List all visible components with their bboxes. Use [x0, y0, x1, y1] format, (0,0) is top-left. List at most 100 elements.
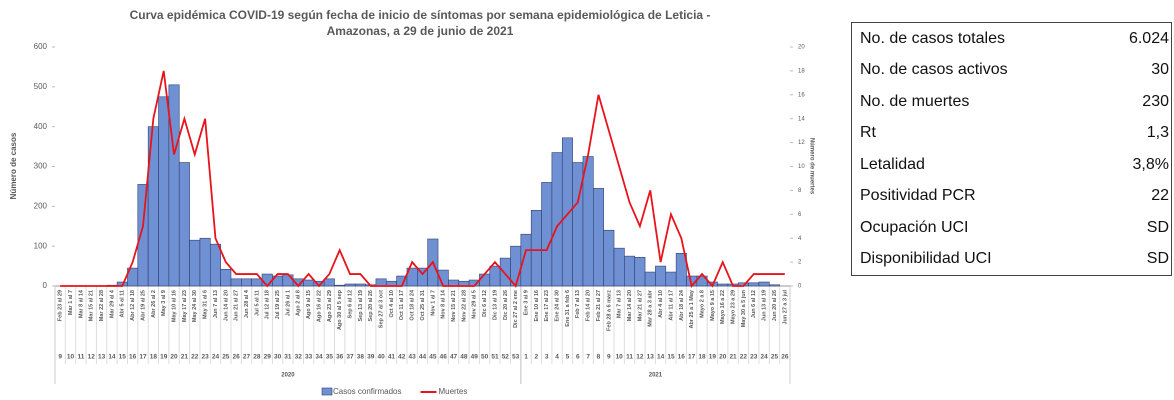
- x-week-label: 25: [222, 354, 230, 361]
- x-week-label: 27: [243, 354, 251, 361]
- x-week-label: 13: [647, 354, 655, 361]
- bar: [613, 247, 625, 287]
- x-week-label: 7: [586, 354, 590, 361]
- x-date-label: Abr 25 a 1 May: [689, 289, 695, 328]
- x-week-label: 8: [597, 354, 601, 361]
- table-row: Letalidad 3,8%: [852, 149, 1172, 181]
- x-date-label: Dic 27 al 2 ene: [513, 290, 519, 328]
- table-label: Rt: [860, 124, 876, 142]
- bar: [644, 271, 656, 287]
- x-date-label: Abr 5 al 11: [120, 290, 126, 318]
- x-week-label: 39: [367, 354, 375, 361]
- x-date-label: Jul 5 al 11: [254, 290, 260, 316]
- bar: [344, 283, 356, 287]
- legend-label: Muertes: [438, 387, 467, 396]
- x-date-label: May 31 al 6: [203, 290, 209, 319]
- x-date-label: Abr 19 al 25: [140, 290, 146, 321]
- y-tick-label: 100: [34, 241, 48, 250]
- bar: [551, 152, 563, 287]
- x-week-label: 17: [688, 354, 696, 361]
- x-date-label: Jun 14 al 20: [223, 290, 229, 321]
- group-label: 2021: [649, 373, 663, 379]
- table-row: No. de muertes 230: [852, 86, 1172, 118]
- x-week-label: 24: [212, 354, 220, 361]
- x-date-label: Sep 20 al 26: [368, 290, 374, 322]
- table-row: Rt 1,3: [852, 118, 1172, 150]
- x-week-label: 38: [357, 354, 365, 361]
- x-week-label: 36: [336, 354, 344, 361]
- x-date-label: Jul 19 al 25: [275, 290, 281, 319]
- x-date-label: Mar 8 al 14: [78, 289, 84, 318]
- x-week-label: 16: [129, 354, 137, 361]
- y2-tick-label: 18: [798, 68, 805, 74]
- y-tick-label: 600: [34, 42, 48, 51]
- x-week-label: 34: [315, 354, 323, 361]
- x-date-label: Ene 24 al 30: [555, 290, 561, 322]
- bar: [624, 255, 636, 287]
- bar: [220, 268, 232, 287]
- y2-tick-label: 14: [798, 116, 805, 122]
- x-date-label: Jun 7 al 13: [213, 290, 219, 318]
- bar: [209, 243, 221, 287]
- y-tick-label: 300: [34, 162, 48, 171]
- x-date-label: Jul 12 al 18: [265, 290, 271, 319]
- x-week-label: 33: [305, 354, 313, 361]
- x-date-label: Oct 18 al 24: [410, 289, 416, 321]
- x-date-label: Mar 28 a 3 abr: [648, 289, 654, 327]
- table-label: Ocupación UCI: [860, 218, 969, 236]
- table-value: 230: [1142, 92, 1169, 110]
- table-label: No. de casos activos: [860, 61, 1008, 79]
- x-week-label: 41: [388, 354, 396, 361]
- x-date-label: Ene 10 al 16: [534, 290, 540, 322]
- table-value: SD: [1146, 250, 1169, 268]
- x-date-label: Mar 14 al 20: [627, 290, 633, 321]
- x-date-label: May 3 al 9: [161, 290, 167, 316]
- x-week-label: 26: [781, 354, 789, 361]
- x-date-label: May 24 al 30: [192, 290, 198, 322]
- x-week-label: 23: [750, 354, 758, 361]
- x-date-label: Ene 31 a feb 6: [565, 290, 571, 327]
- table-row: Positividad PCR 22: [852, 181, 1172, 213]
- table-value: 6.024: [1128, 29, 1169, 47]
- group-label: 2020: [281, 373, 295, 379]
- x-week-label: 1: [524, 354, 528, 361]
- y2-tick-label: 6: [798, 212, 802, 218]
- x-date-label: Mar 1 al 7: [68, 290, 74, 315]
- x-date-label: Ago 23 al 29: [327, 290, 333, 322]
- table-label: No. de muertes: [860, 92, 970, 110]
- x-week-label: 48: [460, 354, 468, 361]
- bar: [655, 265, 667, 287]
- x-week-label: 6: [576, 354, 580, 361]
- x-date-label: Abr 11 al 17: [668, 290, 674, 321]
- x-week-label: 9: [607, 354, 611, 361]
- x-week-label: 35: [326, 354, 334, 361]
- bar: [489, 265, 501, 287]
- x-week-label: 28: [253, 354, 261, 361]
- y2-tick-label: 8: [798, 188, 802, 194]
- bar: [603, 229, 615, 287]
- x-week-label: 12: [636, 354, 644, 361]
- x-date-label: Mayo 16 a 22: [720, 290, 726, 324]
- x-week-label: 11: [77, 354, 84, 361]
- bar: [354, 283, 366, 287]
- x-week-label: 23: [201, 354, 209, 361]
- x-date-label: Nov 29 al 5: [472, 290, 478, 319]
- x-date-label: Ago 30 al 5 sep: [337, 289, 343, 330]
- x-week-label: 18: [150, 354, 158, 361]
- x-week-label: 14: [657, 354, 665, 361]
- x-date-label: Sep 27 al 3 oct: [379, 290, 385, 328]
- table-label: Disponibilidad UCI: [860, 250, 992, 268]
- x-date-label: Abr 18 al 24: [679, 289, 685, 321]
- x-week-label: 22: [191, 354, 199, 361]
- x-week-label: 46: [440, 354, 448, 361]
- bar: [582, 156, 594, 287]
- x-date-label: Mar 29 al 4: [109, 289, 115, 318]
- table-value: 22: [1151, 187, 1169, 205]
- bar: [282, 274, 294, 287]
- x-date-label: Sep 6 al 12: [347, 290, 353, 318]
- x-date-label: Nov 1 al 7: [430, 290, 436, 316]
- x-week-label: 22: [740, 354, 748, 361]
- x-date-label: Mar 21 al 27: [637, 290, 643, 321]
- bar: [768, 284, 780, 287]
- table-label: Positividad PCR: [860, 187, 976, 205]
